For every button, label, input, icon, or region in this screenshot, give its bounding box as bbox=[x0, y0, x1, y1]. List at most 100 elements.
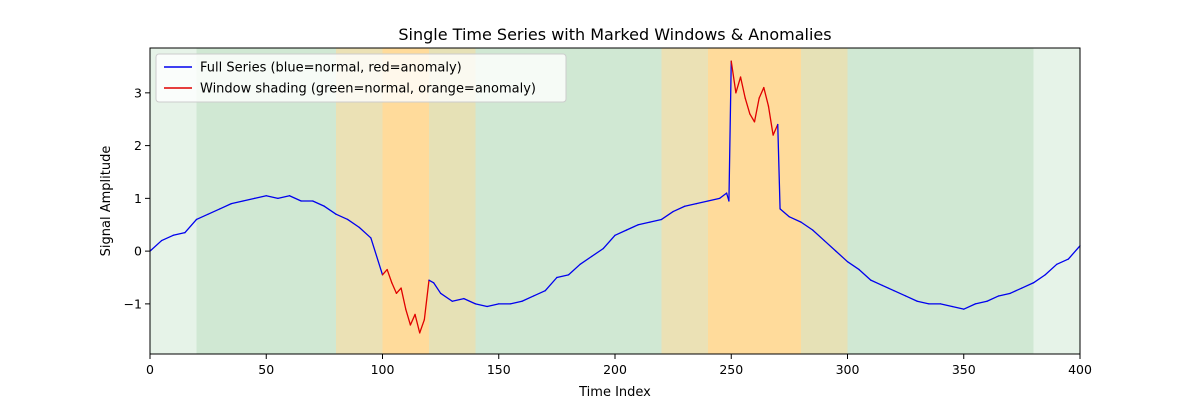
series-segment-normal bbox=[370, 237, 384, 276]
x-tick-label: 150 bbox=[487, 362, 511, 377]
window-normal-18 bbox=[987, 48, 1080, 354]
series-segment-normal bbox=[184, 218, 198, 234]
series-segment-anomaly bbox=[381, 268, 388, 276]
series-line-layer bbox=[149, 60, 1081, 334]
series-segment-normal bbox=[672, 205, 686, 213]
series-segment-normal bbox=[207, 208, 221, 215]
series-segment-normal bbox=[172, 232, 186, 236]
x-tick-label: 350 bbox=[952, 362, 976, 377]
series-segment-anomaly bbox=[405, 308, 412, 326]
window-anomaly-12 bbox=[708, 48, 801, 354]
series-segment-anomaly bbox=[730, 60, 737, 94]
series-segment-normal bbox=[486, 303, 500, 308]
series-segment-normal bbox=[358, 226, 372, 239]
series-segment-normal bbox=[567, 263, 581, 276]
series-segment-normal bbox=[800, 221, 814, 231]
window-normal-14 bbox=[801, 48, 894, 354]
x-tick-label: 100 bbox=[371, 362, 395, 377]
series-segment-normal bbox=[939, 303, 953, 308]
series-segment-normal bbox=[695, 200, 709, 205]
series-segment-normal bbox=[1067, 245, 1081, 260]
series-segment-anomaly bbox=[423, 279, 430, 321]
series-segment-normal bbox=[963, 303, 977, 310]
series-segment-normal bbox=[614, 229, 628, 236]
window-anomaly-13 bbox=[754, 48, 848, 354]
series-segment-anomaly bbox=[409, 313, 416, 326]
y-tick-label: −1 bbox=[124, 296, 142, 311]
y-tick-label: 1 bbox=[134, 191, 142, 206]
series-segment-normal bbox=[788, 216, 802, 223]
x-axis-label: Time Index bbox=[578, 385, 651, 400]
window-normal-16 bbox=[894, 48, 987, 354]
series-segment-normal bbox=[660, 210, 674, 221]
series-segment-anomaly bbox=[744, 97, 751, 115]
series-segment-normal bbox=[230, 200, 244, 205]
x-tick-label: 200 bbox=[603, 362, 627, 377]
series-segment-normal bbox=[1009, 287, 1023, 294]
series-segment-normal bbox=[556, 274, 570, 279]
window-normal-17 bbox=[940, 48, 1034, 354]
series-segment-anomaly bbox=[739, 76, 746, 99]
series-segment-anomaly bbox=[414, 313, 421, 334]
series-segment-normal bbox=[1044, 263, 1058, 276]
y-tick-label: 0 bbox=[134, 244, 142, 259]
y-axis-label: Signal Amplitude bbox=[99, 146, 114, 257]
legend-entry-series: Full Series (blue=normal, red=anomaly) bbox=[200, 61, 462, 76]
series-segment-normal bbox=[602, 234, 616, 250]
series-segment-anomaly bbox=[753, 97, 760, 123]
series-segment-normal bbox=[532, 290, 546, 297]
series-segment-normal bbox=[858, 268, 872, 281]
series-segment-normal bbox=[718, 192, 728, 200]
series-segment-normal bbox=[811, 229, 825, 242]
series-segment-anomaly bbox=[758, 86, 765, 99]
series-segment-normal bbox=[1056, 258, 1070, 265]
series-segment-normal bbox=[997, 292, 1011, 297]
series-segment-normal bbox=[160, 234, 174, 242]
series-segment-normal bbox=[951, 305, 965, 310]
series-segment-normal bbox=[432, 282, 442, 294]
series-segment-anomaly bbox=[391, 282, 398, 294]
series-segment-normal bbox=[242, 197, 256, 202]
series-segment-anomaly bbox=[749, 113, 756, 123]
series-segment-normal bbox=[335, 213, 349, 221]
series-segment-normal bbox=[439, 292, 453, 302]
series-segment-anomaly bbox=[767, 105, 774, 136]
x-tick-label: 250 bbox=[719, 362, 743, 377]
x-tick-label: 300 bbox=[836, 362, 860, 377]
series-segment-normal bbox=[846, 261, 860, 271]
legend: Full Series (blue=normal, red=anomaly) W… bbox=[155, 53, 567, 103]
series-segment-normal bbox=[509, 300, 523, 305]
series-segment-normal bbox=[777, 123, 781, 210]
series-segment-anomaly bbox=[386, 268, 393, 284]
series-segment-anomaly bbox=[395, 287, 402, 294]
window-normal-10 bbox=[615, 48, 708, 354]
series-segment-normal bbox=[288, 195, 302, 202]
y-axis-ticks: −1 0 1 2 3 bbox=[124, 85, 150, 311]
y-tick-label: 3 bbox=[134, 85, 142, 100]
series-segment-normal bbox=[346, 218, 360, 229]
series-segment-normal bbox=[323, 205, 337, 215]
series-segment-normal bbox=[904, 295, 918, 302]
series-segment-normal bbox=[463, 297, 477, 305]
series-segment-normal bbox=[986, 295, 1000, 302]
series-segment-normal bbox=[823, 239, 837, 252]
series-segment-normal bbox=[707, 197, 721, 202]
series-segment-normal bbox=[474, 303, 488, 308]
series-segment-normal bbox=[579, 255, 593, 265]
series-segment-normal bbox=[974, 300, 988, 305]
series-segment-normal bbox=[916, 300, 930, 305]
series-segment-normal bbox=[625, 224, 639, 231]
series-segment-anomaly bbox=[419, 319, 426, 334]
series-segment-anomaly bbox=[735, 76, 742, 94]
x-tick-label: 50 bbox=[258, 362, 274, 377]
series-segment-normal bbox=[277, 195, 291, 200]
x-axis-ticks: 0 50 100 150 200 250 300 350 400 bbox=[146, 354, 1092, 377]
x-tick-label: 400 bbox=[1068, 362, 1092, 377]
series-segment-anomaly bbox=[400, 287, 407, 310]
series-segment-normal bbox=[881, 284, 895, 292]
y-tick-label: 2 bbox=[134, 138, 142, 153]
series-segment-normal bbox=[544, 276, 558, 292]
series-segment-normal bbox=[684, 202, 698, 207]
series-segment-normal bbox=[893, 290, 907, 297]
